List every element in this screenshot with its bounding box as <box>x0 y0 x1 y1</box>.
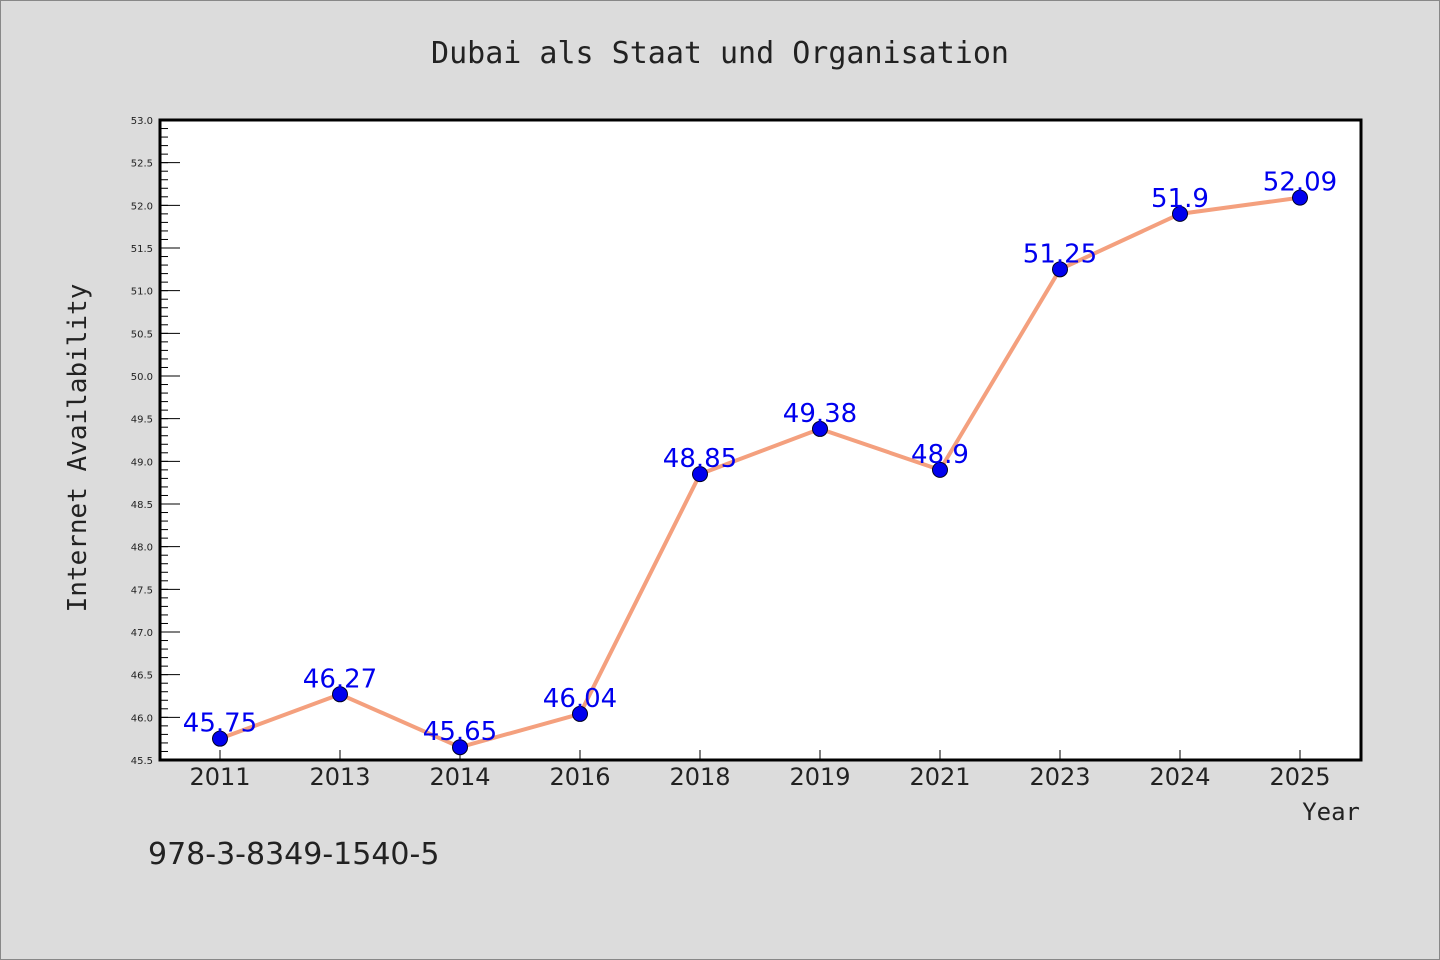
y-tick-label: 52.5 <box>131 159 153 170</box>
y-tick-label: 49.0 <box>131 457 153 468</box>
data-label: 48.9 <box>911 440 969 470</box>
data-label: 48.85 <box>663 444 737 474</box>
x-axis: 2011 2013 2014 2016 2018 2019 2021 2023 2024 2025 <box>189 750 1331 791</box>
x-tick-label: 2024 <box>1149 763 1210 791</box>
y-tick-label: 52.0 <box>131 201 153 212</box>
data-label: 52.09 <box>1263 168 1337 198</box>
data-point <box>572 705 588 722</box>
data-label: 51.9 <box>1151 184 1209 214</box>
x-tick-label: 2016 <box>549 763 610 791</box>
y-tick-label: 50.0 <box>131 372 153 383</box>
data-label: 46.04 <box>543 684 617 714</box>
data-point <box>932 461 948 478</box>
chart-title: Dubai als Staat und Organisation <box>431 36 1009 71</box>
y-tick-label: 50.5 <box>131 329 153 340</box>
series-group: 45.75 46.27 45.65 46.04 48.85 49.38 48.9 51.25 5… <box>183 168 1337 756</box>
x-tick-label: 2023 <box>1029 763 1090 791</box>
data-point <box>212 730 228 747</box>
y-tick-label: 45.5 <box>131 756 153 767</box>
y-tick-label: 46.0 <box>131 713 153 724</box>
y-tick-label: 48.5 <box>131 500 153 511</box>
series-line <box>218 195 1302 750</box>
x-tick-label: 2013 <box>309 763 370 791</box>
data-label: 45.75 <box>183 709 257 739</box>
x-axis-label: Year <box>1302 798 1360 826</box>
data-point <box>1172 205 1188 222</box>
y-tick-label: 48.0 <box>131 543 153 554</box>
x-tick-label: 2011 <box>189 763 250 791</box>
data-label: 49.38 <box>783 399 857 429</box>
data-label: 46.27 <box>303 664 377 694</box>
plot-area <box>160 120 1361 760</box>
y-axis: 45.5 46.0 46.5 47.0 47.5 48.0 48.5 49.0 49.5 50.0… <box>131 116 180 767</box>
data-label: 45.65 <box>423 717 497 747</box>
y-tick-label: 53.0 <box>131 116 153 127</box>
x-tick-label: 2021 <box>909 763 970 791</box>
y-tick-label: 51.0 <box>131 287 153 298</box>
x-tick-label: 2014 <box>429 763 490 791</box>
data-label: 51.25 <box>1023 239 1097 269</box>
x-tick-label: 2018 <box>669 763 730 791</box>
data-point <box>1052 261 1068 278</box>
data-point <box>452 739 468 756</box>
y-axis-label: Internet Availability <box>63 284 93 613</box>
x-tick-label: 2019 <box>789 763 850 791</box>
y-tick-label: 46.5 <box>131 671 153 682</box>
data-point <box>1292 189 1308 206</box>
plot-border <box>158 118 1363 762</box>
y-tick-label: 47.0 <box>131 628 153 639</box>
x-tick-label: 2025 <box>1269 763 1330 791</box>
data-point <box>332 686 348 703</box>
data-point <box>812 420 828 437</box>
data-point <box>692 466 708 483</box>
y-tick-label: 49.5 <box>131 415 153 426</box>
y-tick-label: 51.5 <box>131 244 153 255</box>
isbn-text: 978-3-8349-1540-5 <box>148 837 439 872</box>
y-tick-label: 47.5 <box>131 585 153 596</box>
